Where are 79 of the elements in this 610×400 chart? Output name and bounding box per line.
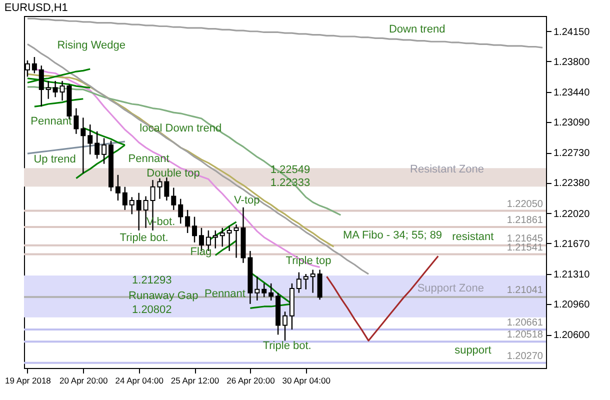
- candlestick: [80, 117, 86, 174]
- candlestick: [74, 108, 79, 135]
- candlestick: [122, 186, 128, 211]
- y-tick-label: 1.23090: [554, 117, 590, 128]
- y-tick-label: 1.21310: [554, 270, 590, 281]
- candlestick: [52, 80, 58, 98]
- ref-line-label: 1.21645: [506, 233, 544, 244]
- y-tick-label: 1.24150: [554, 26, 590, 38]
- candlestick: [46, 80, 51, 100]
- candlestick: [192, 216, 198, 244]
- annotation: Down trend: [388, 24, 446, 36]
- candlestick: [115, 174, 120, 202]
- ref-line-label: 1.20661: [506, 317, 544, 328]
- candlestick: [164, 176, 170, 202]
- candlestick: [94, 130, 100, 160]
- y-tick-label: 1.23440: [554, 88, 590, 99]
- annotation: Triple top: [286, 254, 332, 267]
- candlestick: [254, 276, 260, 302]
- candlestick: [102, 138, 107, 164]
- x-tick-label: 25 Apr 12:00: [170, 376, 220, 386]
- y-tick-label: 1.22020: [554, 208, 590, 220]
- candlestick: [129, 196, 134, 215]
- annotation: Pennant: [30, 116, 72, 128]
- y-tick-label: 1.21670: [554, 238, 590, 250]
- band-label: Resistant Zone: [410, 163, 484, 176]
- annotation: V-top: [234, 194, 260, 206]
- candlestick: [262, 282, 267, 298]
- candlestick: [220, 227, 225, 248]
- x-tick-label: 30 Apr 04:00: [282, 376, 331, 386]
- annotation: Double top: [146, 168, 200, 180]
- annotation: resistant: [452, 231, 494, 244]
- annotation: Runaway Gap: [128, 290, 198, 302]
- x-tick-label: 26 Apr 20:00: [226, 376, 276, 386]
- annotation: 1.20802: [132, 304, 172, 316]
- candlestick: [178, 198, 184, 224]
- chart-title: EURUSD,H1: [4, 2, 68, 14]
- candlestick: [303, 273, 308, 290]
- ref-line-label: 1.22050: [506, 198, 544, 210]
- annotation: Triple bot.: [262, 340, 312, 352]
- candlestick: [38, 64, 44, 108]
- annotation: Up trend: [34, 154, 76, 166]
- annotation: Pennant: [128, 152, 170, 165]
- annotation: Triple bot.: [120, 232, 168, 244]
- line-series: [26, 140, 126, 154]
- candlestick: [296, 272, 302, 294]
- candlestick: [212, 230, 218, 249]
- annotation: Pennant: [204, 288, 246, 300]
- ref-line-label: 1.20270: [506, 350, 544, 362]
- candlestick: [282, 311, 288, 342]
- line-series: [34, 98, 84, 108]
- annotation: Flag: [190, 246, 212, 258]
- ref-line-label: 1.21541: [506, 242, 544, 254]
- x-tick-label: 20 Apr 20:00: [60, 376, 108, 386]
- annotation: MA Fibo - 34; 55; 89: [343, 229, 442, 242]
- candlestick: [143, 196, 148, 228]
- candlestick: [317, 269, 322, 300]
- candlestick: [32, 56, 37, 74]
- candlestick: [226, 226, 232, 252]
- line-series: [214, 240, 238, 256]
- x-tick-label: 19 Apr 2018: [5, 376, 52, 386]
- ref-line-label: 1.20518: [506, 330, 544, 341]
- y-tick-label: 1.20600: [554, 330, 590, 342]
- candlestick: [185, 209, 190, 234]
- candlestick: [136, 192, 142, 232]
- candlestick: [88, 124, 93, 156]
- ref-line-label: 1.21041: [506, 285, 544, 296]
- y-tick-label: 1.22730: [554, 148, 590, 160]
- y-tick-label: 1.22380: [554, 178, 590, 190]
- band-label: Support Zone: [417, 282, 484, 294]
- candlestick: [268, 282, 274, 302]
- ref-line-label: 1.21861: [506, 214, 544, 226]
- candlestick: [310, 269, 316, 294]
- annotation: Rising Wedge: [57, 40, 126, 52]
- y-tick-label: 1.23800: [554, 56, 590, 68]
- annotation: support: [454, 344, 492, 356]
- x-tick-label: 24 Apr 04:00: [115, 376, 164, 386]
- y-tick-label: 1.20960: [554, 299, 590, 310]
- candlestick: [171, 187, 176, 211]
- annotation: 1.21293: [132, 274, 172, 286]
